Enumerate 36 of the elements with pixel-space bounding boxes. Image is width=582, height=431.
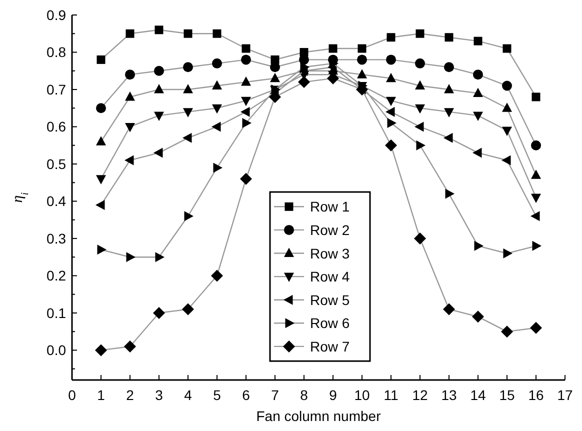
x-tick-label: 8 bbox=[300, 387, 308, 403]
x-tick-label: 6 bbox=[242, 387, 250, 403]
x-tick-label: 0 bbox=[68, 387, 76, 403]
y-tick-label: 0.3 bbox=[46, 230, 66, 246]
x-tick-label: 9 bbox=[329, 387, 338, 403]
x-tick-label: 1 bbox=[97, 387, 106, 403]
y-tick-label: 0.5 bbox=[46, 156, 66, 172]
y-tick-label: 0.7 bbox=[46, 81, 66, 98]
x-tick-label: 4 bbox=[184, 387, 192, 403]
legend-label: Row 1 bbox=[310, 198, 350, 215]
legend-label: Row 7 bbox=[310, 338, 350, 354]
x-tick-label: 7 bbox=[271, 387, 280, 403]
y-tick-label: 0.6 bbox=[46, 118, 66, 135]
y-tick-label: 0.9 bbox=[46, 7, 66, 23]
x-tick-label: 10 bbox=[354, 387, 370, 403]
x-tick-label: 13 bbox=[441, 387, 457, 403]
y-tick-label: 0.8 bbox=[46, 44, 66, 60]
y-tick-label: 0.4 bbox=[46, 193, 66, 210]
x-tick-label: 5 bbox=[213, 387, 222, 403]
x-tick-label: 11 bbox=[384, 387, 398, 403]
legend-label: Row 2 bbox=[310, 222, 350, 238]
legend-label: Row 4 bbox=[310, 268, 350, 285]
x-tick-label: 17 bbox=[557, 387, 573, 403]
x-tick-label: 2 bbox=[126, 387, 134, 403]
y-tick-label: 0.2 bbox=[46, 268, 66, 284]
legend-label: Row 6 bbox=[310, 315, 350, 332]
x-axis-title: Fan column number bbox=[256, 408, 382, 424]
x-tick-label: 15 bbox=[499, 387, 515, 403]
x-tick-label: 3 bbox=[155, 387, 164, 403]
legend-label: Row 5 bbox=[310, 292, 350, 308]
x-tick-label: 16 bbox=[528, 387, 544, 403]
x-tick-label: 14 bbox=[470, 387, 486, 403]
legend-label: Row 3 bbox=[310, 245, 350, 262]
y-tick-label: 0.0 bbox=[46, 342, 66, 358]
x-tick-label: 12 bbox=[412, 387, 428, 403]
y-tick-label: 0.1 bbox=[46, 304, 66, 321]
